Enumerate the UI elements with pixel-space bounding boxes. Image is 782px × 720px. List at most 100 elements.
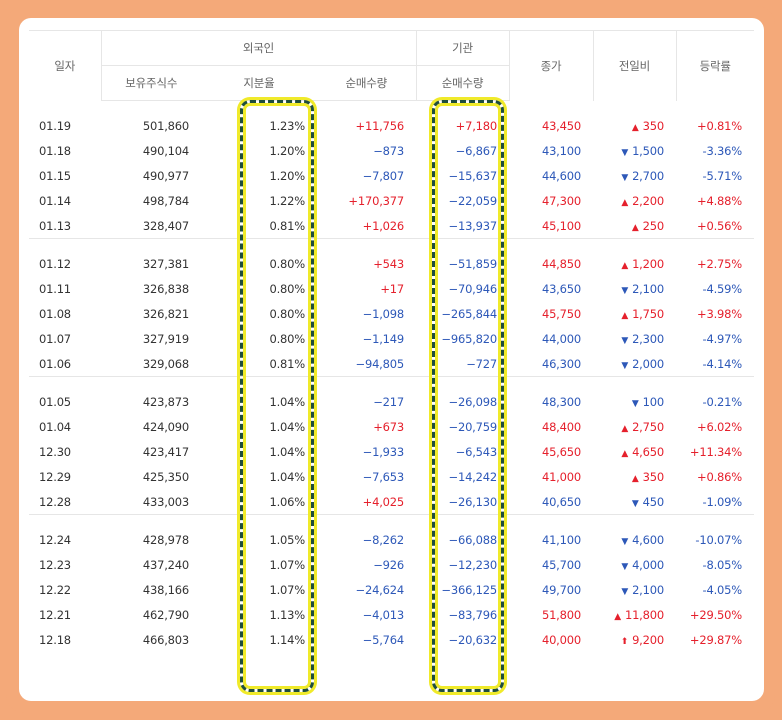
change-cell: ▲ 250 [593, 213, 676, 239]
table-row: 12.24 428,978 1.05% −8,262 −66,088 41,100 ▼ 4,6… [29, 527, 754, 552]
change-cell: ▲ 350 [593, 113, 676, 138]
holdings-cell: 423,873 [142, 394, 189, 409]
change-value: 2,300 [632, 331, 664, 346]
foreign-net-cell: +170,377 [348, 193, 404, 208]
inst-net-cell: −265,844 [441, 306, 497, 321]
close-cell: 46,300 [541, 356, 581, 371]
header-institution: 기관 [415, 30, 509, 66]
ratio-cell: 1.23% [269, 118, 305, 133]
inst-net-cell: −20,759 [448, 419, 498, 434]
close-cell: 48,400 [541, 419, 581, 434]
table-row: 01.07 327,919 0.80% −1,149 −965,820 44,000 ▼ 2,… [29, 326, 754, 351]
close-cell: 43,100 [541, 143, 581, 158]
ratio-cell: 1.22% [269, 193, 305, 208]
inst-net-cell: −366,125 [441, 582, 497, 597]
foreign-net-cell: +17 [380, 281, 404, 296]
date-cell: 01.11 [39, 281, 71, 296]
change-cell: ⬆ 9,200 [593, 627, 676, 652]
date-cell: 12.22 [39, 582, 71, 597]
change-cell: ▲ 2,200 [593, 188, 676, 213]
ratio-cell: 1.04% [269, 444, 305, 459]
up-triangle-icon: ▲ [631, 122, 639, 133]
close-cell: 45,650 [541, 444, 581, 459]
date-cell: 12.29 [39, 469, 71, 484]
foreign-net-cell: +4,025 [362, 494, 405, 509]
ratio-column-highlight [240, 100, 314, 692]
inst-net-cell: −6,867 [455, 143, 498, 158]
ratio-cell: 1.07% [269, 557, 305, 572]
close-cell: 40,000 [541, 632, 581, 647]
change-value: 100 [642, 394, 665, 409]
holdings-cell: 328,407 [142, 218, 189, 233]
header-foreign: 외국인 [100, 30, 416, 66]
foreign-net-cell: −873 [373, 143, 404, 158]
holdings-cell: 433,003 [142, 494, 189, 509]
table-body: 01.19 501,860 1.23% +11,756 +7,180 43,450 ▲ 350… [29, 101, 754, 653]
change-value: 1,750 [632, 306, 664, 321]
holdings-cell: 423,417 [142, 444, 189, 459]
foreign-net-cell: −94,805 [355, 356, 405, 371]
table-row: 12.23 437,240 1.07% −926 −12,230 45,700 ▼ 4,000… [29, 552, 754, 577]
holdings-cell: 327,919 [142, 331, 189, 346]
date-cell: 12.30 [39, 444, 71, 459]
holdings-cell: 327,381 [142, 256, 189, 271]
close-cell: 41,100 [541, 532, 581, 547]
separator-cell [29, 238, 754, 251]
ratio-cell: 0.80% [269, 331, 305, 346]
header-foreign-net: 순매수량 [317, 65, 416, 101]
holdings-cell: 462,790 [142, 607, 189, 622]
foreign-net-cell: +673 [373, 419, 404, 434]
date-cell: 01.19 [39, 118, 71, 133]
table-row: 01.19 501,860 1.23% +11,756 +7,180 43,450 ▲ 350… [29, 113, 754, 138]
change-cell: ▼ 450 [593, 489, 676, 515]
inst-net-cell: −6,543 [455, 444, 498, 459]
table-row: 01.05 423,873 1.04% −217 −26,098 48,300 ▼ 100 -0… [29, 389, 754, 414]
inst-net-cell: −22,059 [448, 193, 498, 208]
rate-cell: -4.59% [702, 281, 743, 296]
rate-cell: -3.36% [702, 143, 743, 158]
rate-cell: -0.21% [702, 394, 743, 409]
change-value: 350 [642, 469, 665, 484]
date-cell: 01.12 [39, 256, 71, 271]
ratio-cell: 1.20% [269, 143, 305, 158]
close-cell: 44,850 [541, 256, 581, 271]
ratio-cell: 0.80% [269, 306, 305, 321]
inst-net-cell: −727 [466, 356, 497, 371]
holdings-cell: 490,977 [142, 168, 189, 183]
rate-cell: -4.14% [702, 356, 743, 371]
change-cell: ▲ 11,800 [593, 602, 676, 627]
ratio-cell: 0.81% [269, 218, 305, 233]
change-cell: ▼ 2,000 [593, 351, 676, 377]
change-cell: ▼ 2,100 [593, 577, 676, 602]
date-cell: 01.14 [39, 193, 71, 208]
change-value: 4,000 [632, 557, 664, 572]
ratio-cell: 1.06% [269, 494, 305, 509]
rate-cell: +4.88% [697, 193, 742, 208]
group-separator [29, 238, 754, 251]
holdings-cell: 326,821 [142, 306, 189, 321]
up-triangle-icon: ▲ [621, 423, 629, 434]
foreign-net-cell: −1,149 [362, 331, 405, 346]
rate-cell: -5.71% [702, 168, 743, 183]
close-cell: 44,600 [541, 168, 581, 183]
rate-cell: -4.05% [702, 582, 743, 597]
rate-cell: +3.98% [697, 306, 742, 321]
change-value: 9,200 [632, 632, 664, 647]
table-row: 12.29 425,350 1.04% −7,653 −14,242 41,000 ▲ 350… [29, 464, 754, 489]
close-cell: 48,300 [541, 394, 581, 409]
change-cell: ▼ 2,100 [593, 276, 676, 301]
inst-net-cell: −20,632 [448, 632, 498, 647]
change-value: 11,800 [624, 607, 664, 622]
close-cell: 41,000 [541, 469, 581, 484]
change-value: 450 [642, 494, 665, 509]
ratio-cell: 0.80% [269, 256, 305, 271]
rate-cell: -1.09% [702, 494, 743, 509]
up-triangle-icon: ▲ [621, 310, 629, 321]
up-triangle-icon: ▲ [631, 473, 639, 484]
down-triangle-icon: ▼ [621, 536, 629, 547]
date-cell: 01.15 [39, 168, 71, 183]
down-triangle-icon: ▼ [621, 147, 629, 158]
change-cell: ▲ 350 [593, 464, 676, 489]
table-row: 01.06 329,068 0.81% −94,805 −727 46,300 ▼ 2,000… [29, 351, 754, 377]
inst-net-cell: −12,230 [448, 557, 498, 572]
